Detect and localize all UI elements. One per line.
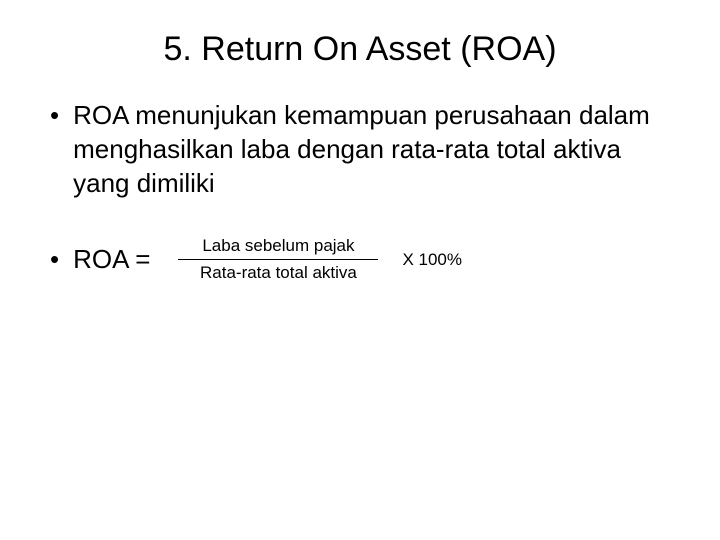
bullet-marker-icon: • — [50, 244, 59, 275]
fraction-bar-icon — [178, 259, 378, 260]
bullet-marker-icon: • — [50, 99, 59, 133]
slide-title: 5. Return On Asset (ROA) — [50, 30, 670, 69]
formula-suffix: X 100% — [402, 250, 462, 270]
formula-lhs: ROA = — [73, 244, 150, 275]
formula-denominator: Rata-rata total aktiva — [194, 261, 363, 285]
bullet-item-1: • ROA menunjukan kemampuan perusahaan da… — [50, 99, 670, 200]
bullet-text: ROA menunjukan kemampuan perusahaan dala… — [73, 99, 670, 200]
slide: 5. Return On Asset (ROA) • ROA menunjuka… — [0, 0, 720, 540]
formula-numerator: Laba sebelum pajak — [196, 234, 360, 258]
formula-fraction: Laba sebelum pajak Rata-rata total aktiv… — [178, 234, 378, 285]
formula-row: • ROA = Laba sebelum pajak Rata-rata tot… — [50, 234, 670, 285]
